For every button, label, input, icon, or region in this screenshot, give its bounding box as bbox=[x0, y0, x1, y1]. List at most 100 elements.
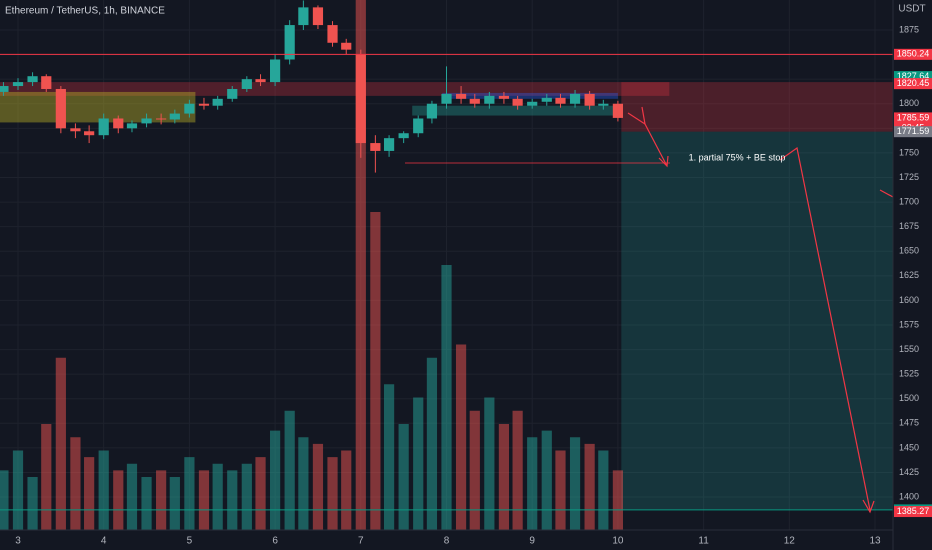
volume-bar bbox=[555, 450, 566, 530]
candle-body bbox=[241, 79, 252, 89]
x-tick-label: 4 bbox=[101, 536, 107, 547]
volume-bar bbox=[355, 0, 366, 530]
candle-body bbox=[327, 25, 338, 43]
volume-bar bbox=[484, 397, 495, 530]
candle-body bbox=[12, 82, 24, 87]
candle-body bbox=[27, 76, 38, 83]
volume-bar bbox=[341, 450, 352, 530]
x-tick-label: 10 bbox=[612, 536, 624, 547]
price-axis bbox=[893, 0, 932, 550]
candle-body bbox=[441, 93, 452, 104]
y-tick-label: 1750 bbox=[899, 147, 919, 157]
volume-bar bbox=[383, 384, 395, 530]
x-tick-label: 3 bbox=[15, 536, 21, 547]
projection-arrow bbox=[779, 146, 894, 514]
candle-body bbox=[298, 7, 309, 26]
candle-body bbox=[484, 95, 495, 104]
y-tick-label: 1875 bbox=[899, 24, 919, 34]
volume-bar bbox=[541, 430, 552, 530]
y-tick-label: 1800 bbox=[899, 98, 919, 108]
candle-body bbox=[169, 113, 180, 120]
volume-bar bbox=[598, 450, 609, 530]
volume-bar bbox=[441, 265, 452, 530]
volume-bar bbox=[584, 443, 595, 530]
volume-bar bbox=[569, 437, 581, 530]
candle-body bbox=[55, 88, 66, 129]
candle-body bbox=[269, 59, 281, 83]
volume-bar bbox=[255, 457, 266, 530]
candle-body bbox=[255, 79, 266, 83]
chart-title: Ethereum / TetherUS, 1h, BINANCE bbox=[5, 6, 165, 17]
candle-body bbox=[156, 118, 167, 120]
y-tick-label: 1525 bbox=[899, 369, 919, 379]
zone bbox=[412, 105, 618, 116]
zone bbox=[0, 91, 196, 123]
price-label-box bbox=[894, 78, 932, 90]
y-tick-label: 1725 bbox=[899, 172, 919, 182]
x-tick-label: 12 bbox=[784, 536, 796, 547]
price-label-box bbox=[894, 126, 932, 138]
candle-body bbox=[555, 97, 566, 104]
candle-body bbox=[584, 93, 595, 106]
zone bbox=[621, 131, 893, 510]
volume-bar bbox=[169, 477, 180, 530]
volume-bar bbox=[156, 470, 167, 530]
volume-bar bbox=[41, 424, 52, 530]
y-tick-label: 1425 bbox=[899, 467, 919, 477]
candle-body bbox=[341, 42, 352, 50]
volume-bar bbox=[455, 344, 467, 530]
price-label: 1771.59 bbox=[897, 126, 930, 136]
candle-body bbox=[84, 131, 95, 136]
candle-body bbox=[383, 138, 395, 151]
candle-body bbox=[41, 76, 52, 89]
volume-bar bbox=[0, 470, 9, 530]
volume-bar bbox=[241, 463, 252, 530]
volume-bar bbox=[184, 457, 195, 530]
price-label-box bbox=[894, 71, 932, 83]
candle-body bbox=[212, 98, 223, 106]
volume-bar bbox=[612, 470, 624, 530]
candle-body bbox=[455, 93, 467, 99]
price-label: 1827.64 bbox=[897, 71, 930, 81]
volume-bar bbox=[413, 397, 424, 530]
price-label: 1385.27 bbox=[897, 506, 930, 516]
candle-body bbox=[0, 86, 9, 92]
volume-bar bbox=[527, 437, 538, 530]
candle-body bbox=[113, 118, 124, 129]
volume-bar bbox=[284, 410, 295, 530]
zone bbox=[442, 92, 618, 99]
volume-bar bbox=[98, 450, 109, 530]
candle-body bbox=[126, 123, 138, 129]
candle-body bbox=[612, 103, 624, 118]
candle-body bbox=[469, 98, 480, 104]
volume-bar bbox=[370, 212, 381, 530]
zone bbox=[0, 82, 670, 96]
y-tick-label: 1700 bbox=[899, 196, 919, 206]
volume-bar bbox=[198, 470, 210, 530]
y-tick-label: 1500 bbox=[899, 393, 919, 403]
volume-bar bbox=[498, 424, 510, 530]
price-label: 1820.45 bbox=[897, 78, 930, 88]
volume-bar bbox=[113, 470, 124, 530]
candle-body bbox=[141, 118, 152, 124]
y-tick-label: 1400 bbox=[899, 491, 919, 501]
volume-bar bbox=[227, 470, 238, 530]
y-tick-label: 1550 bbox=[899, 344, 919, 354]
x-tick-label: 5 bbox=[187, 536, 193, 547]
volume-bar bbox=[512, 410, 523, 530]
candle-body bbox=[398, 133, 409, 139]
candle-body bbox=[370, 143, 381, 151]
candle-body bbox=[541, 97, 552, 102]
candle-body bbox=[413, 118, 424, 134]
volume-bar bbox=[312, 443, 324, 530]
candle-body bbox=[284, 25, 295, 60]
candle-body bbox=[198, 103, 210, 106]
volume-bar bbox=[84, 457, 95, 530]
volume-bar bbox=[469, 410, 480, 530]
projection-arrow bbox=[627, 106, 669, 168]
candle-body bbox=[184, 103, 195, 114]
y-tick-label: 1600 bbox=[899, 295, 919, 305]
y-tick-label: 1475 bbox=[899, 418, 919, 428]
candle-body bbox=[527, 101, 538, 106]
